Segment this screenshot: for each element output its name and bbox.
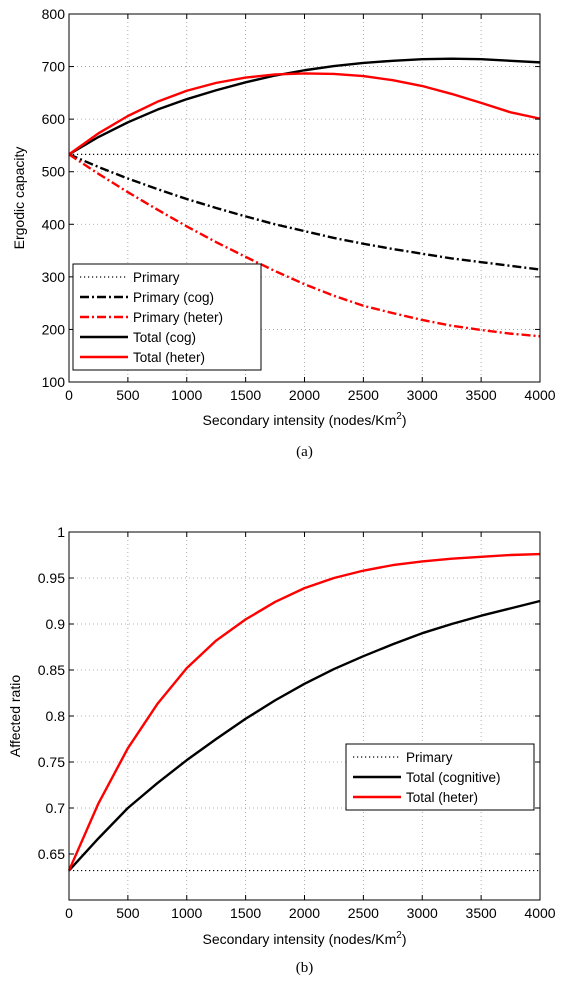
y-tick-label: 200 — [42, 321, 66, 337]
legend-label: Total (cog) — [133, 330, 196, 345]
y-tick-label: 0.7 — [46, 800, 66, 816]
y-tick-label: 0.95 — [38, 570, 65, 586]
legend-label: Primary (cog) — [133, 290, 214, 305]
y-tick-label: 700 — [42, 59, 66, 75]
chart-panel-1: 0 500 1000 1500 2000 2500 3000 3500 400010020030… — [11, 6, 556, 460]
x-tick-label: 2000 — [289, 387, 320, 403]
x-tick-label: 1500 — [230, 387, 261, 403]
series-line-1-3 — [68, 153, 541, 338]
x-axis-label: Secondary intensity (nodes/Km2) — [203, 930, 407, 947]
x-axis-label: Secondary intensity (nodes/Km2) — [203, 411, 407, 428]
legend: Primary Primary (cog) Primary (heter) Total… — [72, 263, 262, 371]
x-axis-label-end: ) — [402, 412, 407, 428]
x-tick-label: 1000 — [171, 905, 202, 921]
y-tick-label: 100 — [42, 374, 66, 390]
x-tick-label: 500 — [116, 905, 140, 921]
series-line-1-4 — [68, 57, 541, 156]
y-tick-label: 500 — [42, 164, 66, 180]
legend-label: Primary (heter) — [133, 310, 223, 325]
legend-label: Total (cognitive) — [406, 770, 501, 785]
series-line-2-3 — [67, 552, 541, 872]
y-tick-label: 800 — [42, 6, 66, 22]
y-tick-label: 600 — [42, 111, 66, 127]
x-tick-label: 4000 — [524, 387, 555, 403]
y-tick-label: 0.75 — [38, 754, 65, 770]
series-line-2-2 — [68, 599, 541, 872]
y-tick-label: 0.65 — [38, 846, 65, 862]
x-tick-label: 3000 — [407, 905, 438, 921]
y-axis-label: Ergodic capacity — [11, 147, 27, 250]
x-tick-label: 0 — [65, 387, 73, 403]
legend-label: Total (heter) — [133, 350, 205, 365]
series-line-1-5 — [68, 72, 541, 156]
x-tick-label: 2500 — [348, 905, 379, 921]
x-tick-label: 3500 — [466, 387, 497, 403]
x-tick-label: 1000 — [171, 387, 202, 403]
panel-caption: (b) — [296, 960, 314, 976]
x-axis-label-superscript: 2 — [396, 930, 402, 941]
x-tick-label: 0 — [65, 905, 73, 921]
legend-label: Primary — [406, 750, 453, 765]
x-tick-label: 1500 — [230, 905, 261, 921]
legend-label: Total (heter) — [406, 790, 478, 805]
x-tick-label: 500 — [116, 387, 140, 403]
y-tick-label: 0.9 — [46, 616, 66, 632]
chart-panel-2: 0 500 1000 1500 2000 2500 3000 3500 4000 0.65 0.7 0… — [7, 524, 556, 976]
y-tick-label: 0.85 — [38, 662, 65, 678]
y-tick-label: 400 — [42, 216, 66, 232]
x-tick-label: 3500 — [466, 905, 497, 921]
x-tick-label: 4000 — [524, 905, 555, 921]
x-tick-label: 2000 — [289, 905, 320, 921]
y-tick-label: 1 — [57, 524, 65, 540]
x-axis-label-superscript: 2 — [396, 411, 402, 422]
y-tick-label: 300 — [42, 269, 66, 285]
y-tick-label: 0.8 — [46, 708, 66, 724]
legend-label: Primary — [133, 270, 180, 285]
x-tick-label: 3000 — [407, 387, 438, 403]
legend: Primary Total (cognitive) Total (heter) — [345, 743, 535, 811]
x-tick-label: 2500 — [348, 387, 379, 403]
y-axis-label: Affected ratio — [7, 675, 23, 757]
x-axis-label-end: ) — [402, 931, 407, 947]
panel-caption: (a) — [296, 444, 313, 460]
